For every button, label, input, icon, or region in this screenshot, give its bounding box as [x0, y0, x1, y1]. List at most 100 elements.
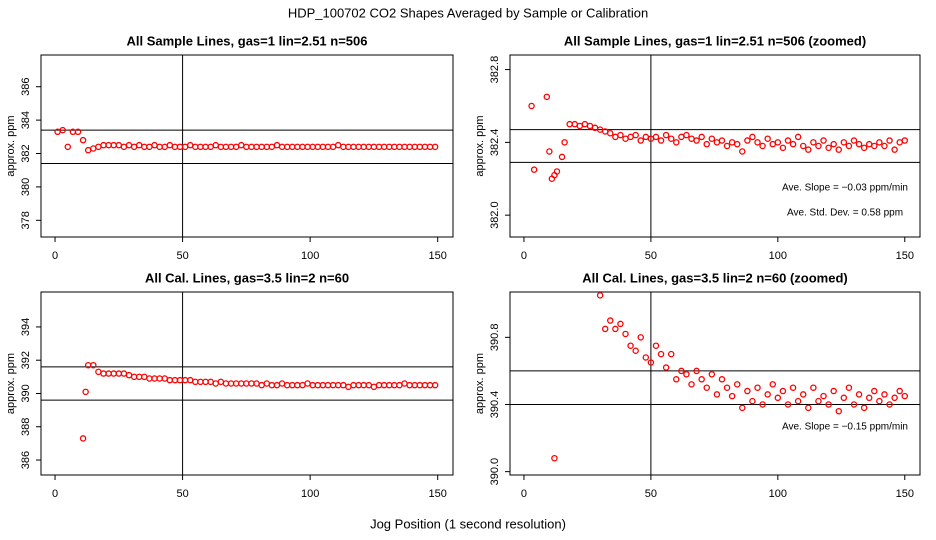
- data-point: [258, 381, 265, 389]
- data-point: [319, 143, 327, 151]
- data-point: [769, 381, 777, 388]
- data-point: [243, 143, 250, 151]
- data-point: [309, 143, 316, 151]
- data-point: [632, 347, 639, 355]
- data-point: [289, 143, 296, 151]
- data-point: [334, 381, 342, 389]
- data-point: [799, 391, 807, 398]
- x-tick-label: 100: [301, 488, 319, 500]
- data-point: [268, 381, 276, 389]
- y-tick-label: 386: [20, 78, 32, 96]
- data-point: [273, 381, 281, 389]
- data-point: [217, 143, 225, 151]
- data-point: [678, 367, 685, 375]
- data-point: [314, 381, 322, 389]
- data-point: [130, 143, 138, 151]
- data-point: [845, 384, 853, 391]
- data-point: [820, 392, 827, 400]
- data-point: [304, 143, 311, 151]
- data-point: [779, 144, 787, 152]
- data-point: [667, 135, 675, 142]
- data-point: [105, 141, 112, 149]
- data-point: [789, 384, 797, 391]
- y-tick-label: 390.0: [489, 458, 501, 486]
- x-tick-label: 0: [52, 250, 58, 262]
- data-point: [283, 381, 291, 389]
- data-point: [375, 381, 383, 389]
- data-point: [718, 137, 726, 144]
- data-point: [232, 380, 240, 387]
- data-point: [212, 141, 219, 149]
- data-point: [693, 367, 700, 375]
- data-point: [850, 401, 858, 408]
- data-point: [865, 394, 873, 402]
- data-point: [657, 137, 665, 144]
- data-point: [90, 361, 97, 369]
- data-point: [830, 387, 837, 395]
- data-point: [601, 325, 609, 333]
- data-point: [576, 122, 584, 130]
- data-point: [769, 140, 777, 148]
- data-point: [212, 380, 219, 387]
- data-point: [385, 381, 393, 389]
- panel: All Sample Lines, gas=1 lin=2.51 n=506 (…: [474, 33, 921, 262]
- data-point: [886, 401, 893, 408]
- data-point: [652, 342, 660, 349]
- data-point: [253, 380, 260, 387]
- x-tick-label: 100: [301, 250, 319, 262]
- data-point: [401, 380, 408, 387]
- plot-area: [510, 292, 920, 475]
- data-point: [309, 381, 316, 389]
- data-point: [243, 380, 250, 387]
- data-point: [115, 141, 123, 149]
- x-tick-label: 100: [769, 250, 787, 262]
- data-point: [299, 381, 306, 389]
- data-point: [759, 401, 766, 408]
- data-point: [607, 130, 614, 137]
- data-point: [79, 136, 87, 144]
- data-point: [59, 126, 66, 134]
- data-point: [360, 143, 367, 151]
- plot-area: [41, 55, 453, 237]
- data-point: [835, 146, 843, 153]
- data-point: [197, 378, 204, 386]
- data-point: [627, 133, 634, 141]
- data-point: [263, 380, 271, 387]
- data-point: [713, 391, 721, 398]
- data-point: [683, 371, 690, 378]
- data-point: [135, 141, 143, 149]
- data-point: [329, 381, 337, 389]
- data-point: [253, 143, 260, 151]
- data-point: [673, 139, 680, 146]
- data-point: [749, 397, 756, 405]
- plot-frame: [40, 54, 454, 238]
- x-tick-label: 0: [521, 488, 527, 500]
- data-point: [324, 381, 332, 389]
- data-point: [546, 148, 553, 155]
- data-point: [355, 143, 362, 151]
- y-axis-label: approx. ppm: [474, 353, 486, 414]
- data-point: [416, 381, 424, 389]
- y-tick-label: 382: [20, 144, 32, 162]
- data-point: [278, 380, 286, 387]
- data-point: [110, 141, 117, 149]
- y-tick-label: 382.4: [489, 129, 501, 157]
- data-point: [571, 120, 578, 128]
- data-point: [411, 143, 418, 151]
- data-point: [74, 128, 82, 136]
- data-point: [683, 131, 690, 139]
- data-point: [391, 381, 398, 389]
- data-point: [632, 131, 639, 139]
- y-axis-label: approx. ppm: [5, 353, 17, 414]
- y-tick-label: 380: [20, 178, 32, 196]
- data-point: [622, 330, 629, 338]
- data-point: [637, 334, 644, 341]
- data-point: [617, 320, 624, 328]
- y-tick-label: 388: [20, 418, 32, 436]
- data-point: [718, 376, 726, 383]
- data-point: [345, 383, 352, 391]
- figure-title: HDP_100702 CO2 Shapes Averaged by Sample…: [288, 5, 648, 20]
- data-point: [207, 378, 214, 386]
- data-point: [186, 141, 194, 149]
- data-point: [166, 376, 174, 384]
